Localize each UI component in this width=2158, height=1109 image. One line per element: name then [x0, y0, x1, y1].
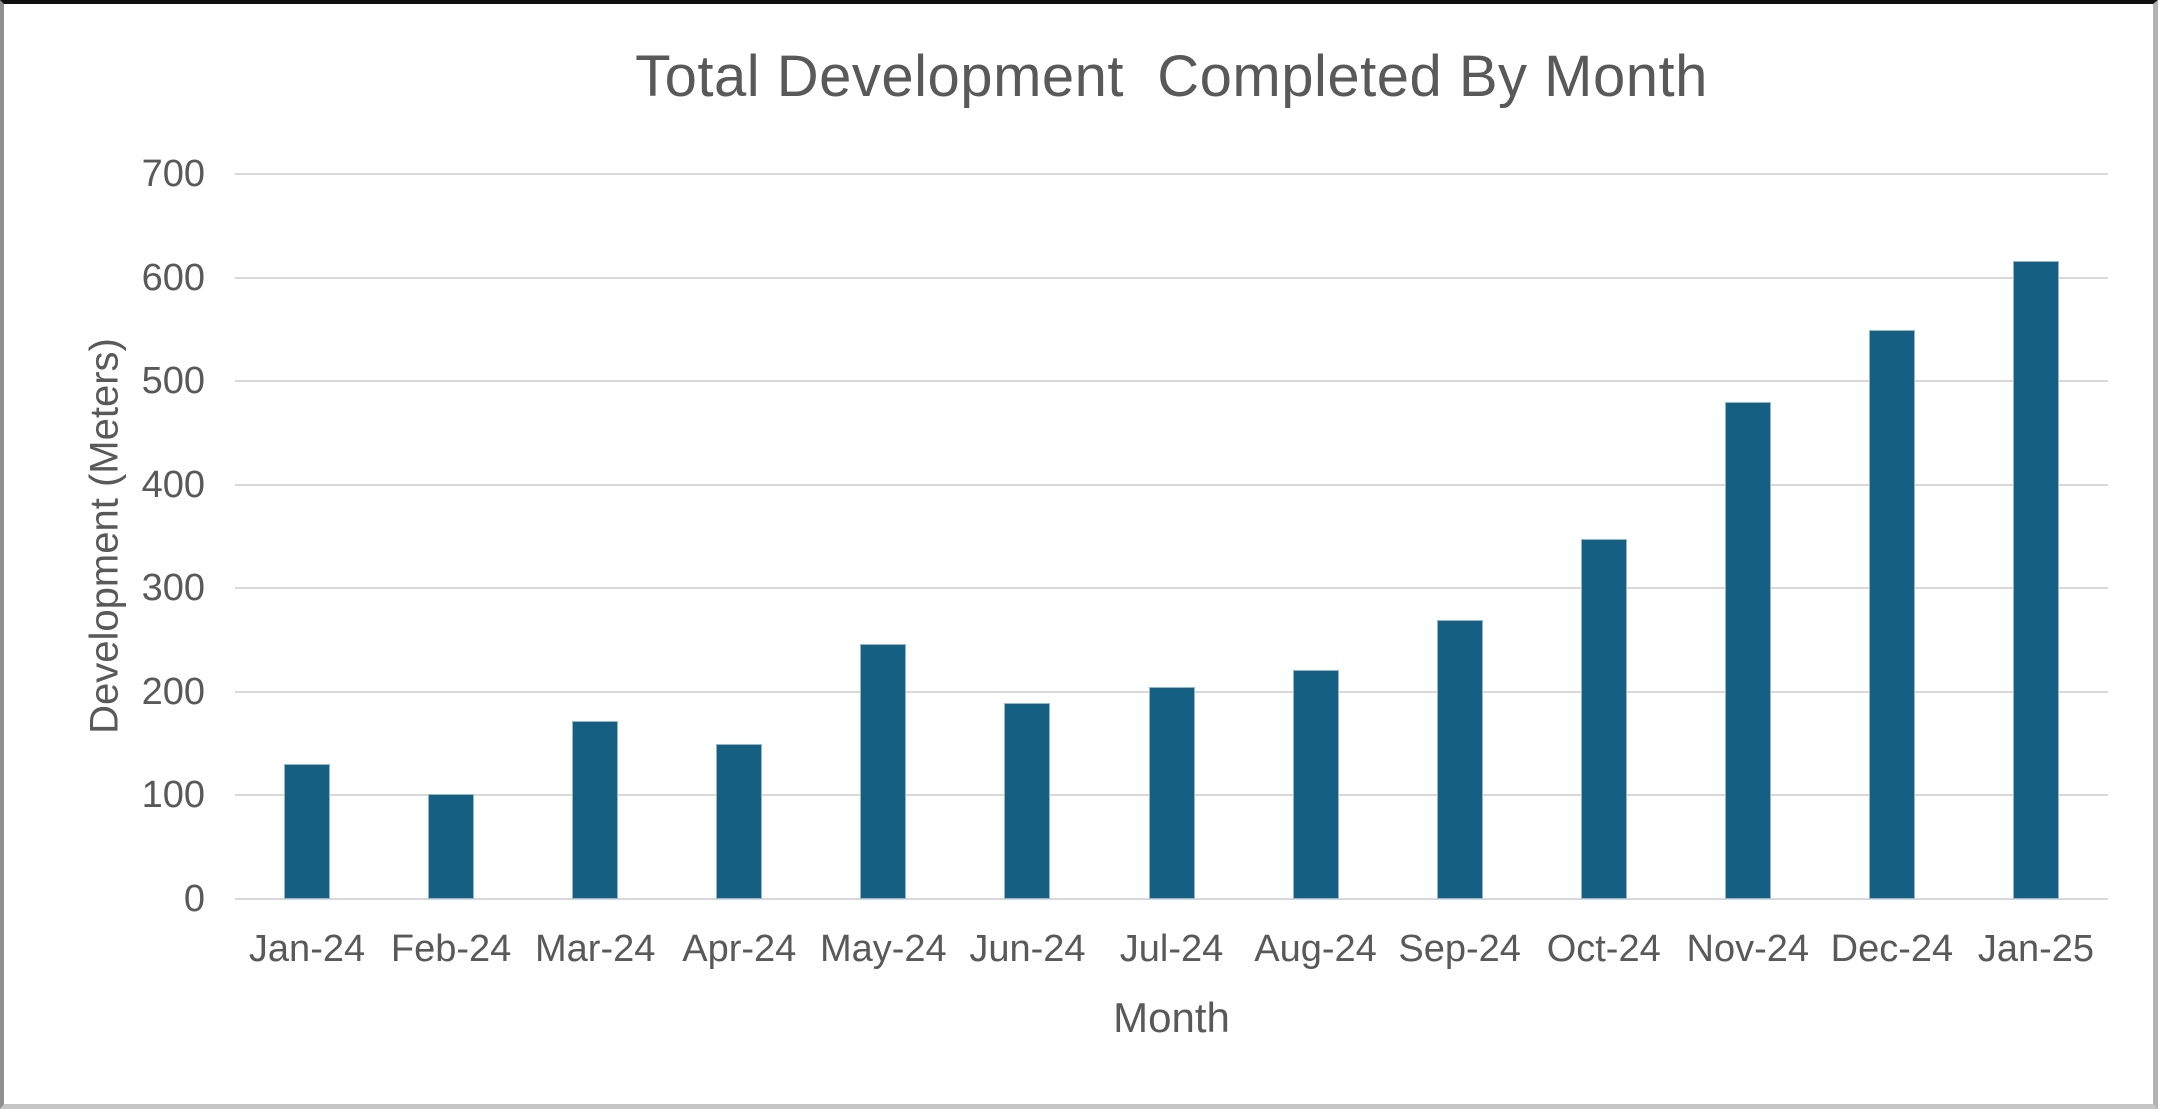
chart-title: Total Development Completed By Month: [635, 44, 1708, 109]
bar-Dec-24: [1868, 330, 1915, 899]
x-tick-label-Apr-24: Apr-24: [682, 928, 797, 970]
bar-Aug-24: [1292, 670, 1339, 899]
bar-Sep-24: [1436, 620, 1483, 899]
gridline-700: [235, 173, 2108, 175]
y-tick-label-600: 600: [141, 256, 205, 299]
x-tick-label-Sep-24: Sep-24: [1398, 928, 1521, 970]
y-tick-label-100: 100: [141, 774, 205, 817]
bar-Apr-24: [716, 743, 763, 899]
y-tick-label-0: 0: [183, 878, 205, 920]
gridline-500: [235, 380, 2108, 383]
bar-Oct-24: [1580, 538, 1627, 899]
y-tick-label-400: 400: [141, 463, 205, 506]
bar-Nov-24: [1724, 401, 1771, 899]
gridline-600: [235, 276, 2108, 279]
y-tick-label-500: 500: [141, 360, 205, 403]
x-tick-label-Jan-24: Jan-24: [248, 928, 366, 970]
x-tick-label-May-24: May-24: [819, 928, 947, 970]
y-tick-label-300: 300: [141, 567, 205, 610]
gridline-300: [235, 587, 2108, 590]
gridline-400: [235, 483, 2108, 486]
x-tick-label-Jan-25: Jan-25: [1977, 928, 2095, 970]
bar-Mar-24: [572, 720, 619, 899]
x-tick-label-Jun-24: Jun-24: [969, 928, 1086, 970]
x-tick-label-Jul-24: Jul-24: [1119, 928, 1224, 970]
bar-Jul-24: [1148, 686, 1195, 899]
gridline-0: [235, 898, 2108, 900]
x-tick-label-Feb-24: Feb-24: [390, 928, 512, 970]
y-tick-label-200: 200: [141, 670, 205, 713]
x-axis-title: Month: [1113, 994, 1230, 1041]
x-tick-label-Mar-24: Mar-24: [535, 928, 656, 970]
bar-Jan-25: [2012, 261, 2059, 899]
x-tick-label-Nov-24: Nov-24: [1686, 928, 1810, 970]
bar-May-24: [860, 644, 907, 899]
bar-Feb-24: [428, 794, 475, 899]
bar-Jan-24: [284, 764, 331, 899]
x-tick-label-Oct-24: Oct-24: [1546, 928, 1661, 970]
y-tick-label-700: 700: [141, 153, 205, 195]
plot-area: [235, 173, 2108, 900]
x-tick-label-Dec-24: Dec-24: [1830, 928, 1954, 970]
x-tick-label-Aug-24: Aug-24: [1254, 928, 1377, 970]
bar-Jun-24: [1004, 703, 1051, 899]
